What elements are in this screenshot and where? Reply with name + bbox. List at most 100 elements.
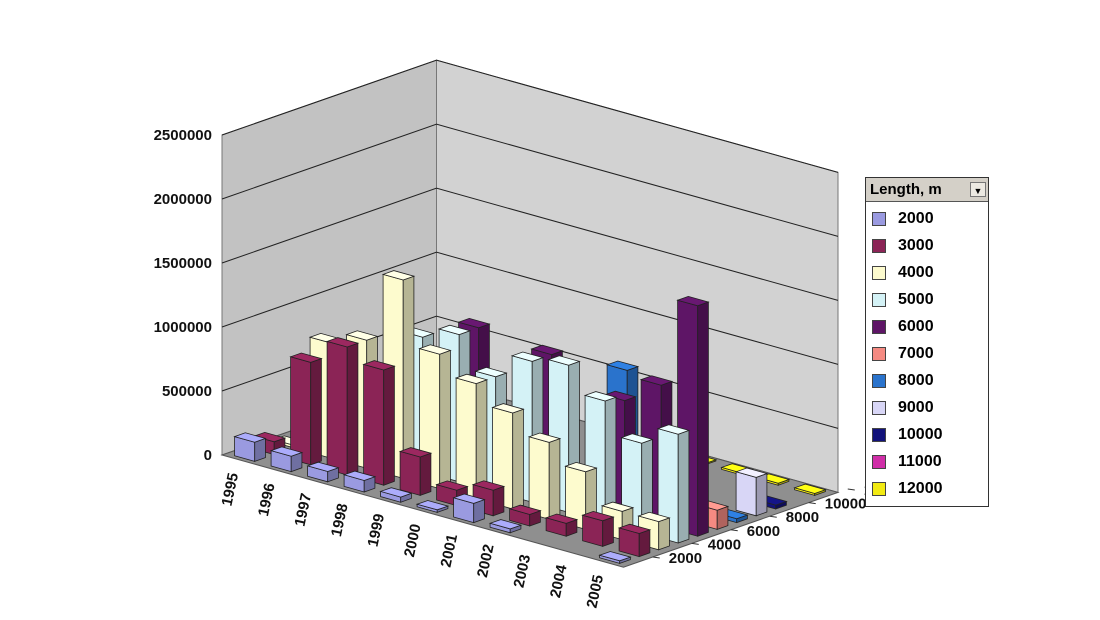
bar-face xyxy=(363,363,385,486)
depth-tick-mark xyxy=(769,515,777,518)
bar-face xyxy=(676,295,710,307)
legend-swatch xyxy=(872,346,886,361)
depth-tick-mark xyxy=(652,556,660,559)
bar-face xyxy=(415,500,450,511)
legend-list: 2000 3000 4000 5000 6000 7000 8000 9000 10000 110… xyxy=(866,202,988,506)
depth-tick-label: 2000 xyxy=(669,550,702,567)
x-tick-label: 1997 xyxy=(292,492,316,528)
bar xyxy=(233,432,267,462)
bar-face xyxy=(439,349,451,490)
legend-swatch xyxy=(872,481,886,496)
bar xyxy=(598,551,632,564)
legend-label: 12000 xyxy=(898,479,943,497)
bar xyxy=(269,446,304,473)
bar xyxy=(544,513,579,537)
z-tick-label: 500000 xyxy=(162,383,212,400)
bar xyxy=(581,510,615,547)
bar xyxy=(734,467,769,517)
legend-swatch xyxy=(872,319,886,334)
x-tick-label: 1996 xyxy=(255,482,279,518)
bar-face xyxy=(734,467,769,478)
bar-face xyxy=(492,485,505,517)
legend-item[interactable]: 6000 xyxy=(866,313,988,340)
bar xyxy=(454,373,489,500)
bar-face xyxy=(310,358,322,466)
legend-swatch xyxy=(872,373,886,388)
legend: Length, m ▼ 2000 3000 4000 5000 6000 7000 8000… xyxy=(865,177,989,507)
bar-face xyxy=(527,432,562,443)
bar-face xyxy=(510,351,545,362)
legend-label: 7000 xyxy=(898,344,934,362)
legend-item[interactable]: 12000 xyxy=(866,475,988,502)
bar-face xyxy=(598,551,632,562)
legend-label: 2000 xyxy=(898,209,934,227)
legend-header[interactable]: Length, m ▼ xyxy=(866,178,988,202)
bar-face xyxy=(455,377,477,500)
legend-item[interactable]: 3000 xyxy=(866,232,988,259)
bar-face xyxy=(306,461,340,472)
bar-face xyxy=(383,365,395,486)
legend-swatch xyxy=(872,427,886,442)
dropdown-icon[interactable]: ▼ xyxy=(970,182,986,197)
legend-item[interactable]: 9000 xyxy=(866,394,988,421)
bar-face xyxy=(398,447,433,458)
bar-face xyxy=(547,355,581,366)
legend-label: 4000 xyxy=(898,263,934,281)
bar-face xyxy=(530,344,564,356)
legend-item[interactable]: 10000 xyxy=(866,421,988,448)
bar-face xyxy=(544,513,579,524)
legend-swatch xyxy=(872,400,886,415)
legend-item[interactable]: 4000 xyxy=(866,259,988,286)
legend-label: 5000 xyxy=(898,290,934,308)
bar-face xyxy=(362,360,396,371)
bar xyxy=(527,432,562,520)
legend-item[interactable]: 8000 xyxy=(866,367,988,394)
bar-face xyxy=(435,480,469,491)
legend-item[interactable]: 5000 xyxy=(866,286,988,313)
bar-face xyxy=(793,483,827,494)
depth-tick-mark xyxy=(691,542,699,545)
depth-tick-label: 4000 xyxy=(708,536,741,553)
legend-item[interactable]: 2000 xyxy=(866,205,988,232)
depth-tick-mark xyxy=(808,502,816,505)
bar xyxy=(793,483,827,496)
bar-face xyxy=(512,408,524,510)
legend-label: 9000 xyxy=(898,398,934,416)
bar-face xyxy=(419,452,432,496)
bar-face xyxy=(379,487,413,498)
gridline xyxy=(221,187,839,301)
bar-face xyxy=(637,511,671,523)
z-tick-label: 0 xyxy=(204,447,212,464)
bar-face xyxy=(290,356,312,466)
legend-item[interactable]: 11000 xyxy=(866,448,988,475)
bar-face xyxy=(755,473,768,517)
bar xyxy=(362,360,396,486)
legend-swatch xyxy=(872,238,886,253)
bar-face xyxy=(457,317,491,329)
bar-face xyxy=(471,480,506,491)
bar-face xyxy=(564,461,598,473)
depth-tick-mark xyxy=(847,488,855,491)
legend-item[interactable]: 7000 xyxy=(866,340,988,367)
bar-face xyxy=(639,375,674,386)
bar xyxy=(620,433,654,534)
bar-face xyxy=(233,432,267,443)
x-tick-label: 1995 xyxy=(219,471,243,507)
z-tick-label: 1500000 xyxy=(154,255,212,272)
bar-face xyxy=(269,446,304,457)
bar-face xyxy=(289,352,323,363)
legend-label: 10000 xyxy=(898,425,943,443)
gridline xyxy=(221,123,839,237)
legend-label: 11000 xyxy=(898,452,942,470)
depth-tick-label: 8000 xyxy=(786,509,819,526)
bar-face xyxy=(617,523,652,534)
bar-face xyxy=(602,516,614,547)
z-tick-label: 2500000 xyxy=(154,127,212,144)
legend-swatch xyxy=(872,292,886,307)
bar-face xyxy=(620,433,654,444)
bar xyxy=(289,352,323,466)
bar-face xyxy=(548,438,561,520)
z-tick-label: 1000000 xyxy=(154,319,212,336)
bar-face xyxy=(454,373,489,385)
bar-face xyxy=(528,436,550,520)
